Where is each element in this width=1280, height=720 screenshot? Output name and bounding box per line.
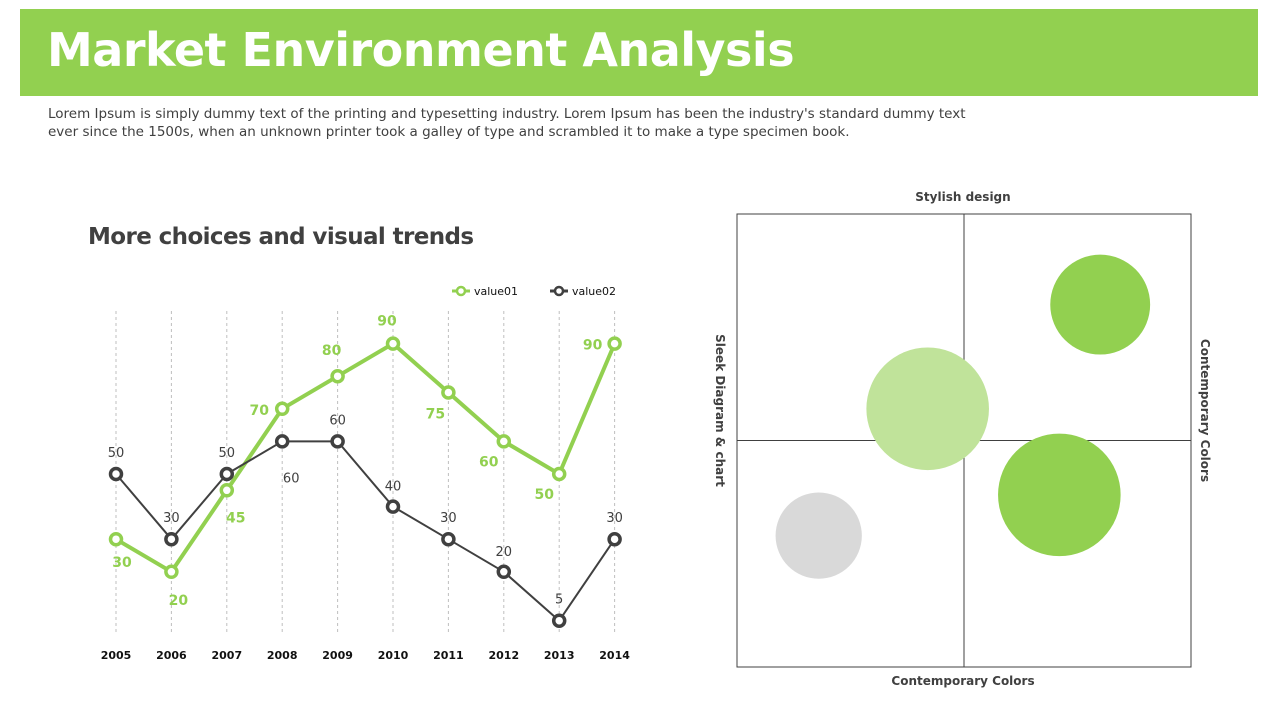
x-tick-label: 2013 bbox=[544, 649, 575, 662]
data-label: 20 bbox=[169, 593, 189, 609]
data-point-value01 bbox=[385, 336, 401, 351]
bubble bbox=[775, 492, 862, 579]
data-point-value01 bbox=[108, 531, 124, 547]
data-point-value02 bbox=[164, 531, 179, 547]
data-point-value02 bbox=[274, 434, 290, 449]
title-banner: Market Environment Analysis bbox=[20, 9, 1258, 96]
data-label: 30 bbox=[163, 511, 180, 526]
data-label: 50 bbox=[534, 487, 554, 503]
page-title: Market Environment Analysis bbox=[47, 23, 795, 77]
data-point-value02 bbox=[330, 434, 345, 449]
x-tick-label: 2005 bbox=[101, 649, 132, 662]
line-chart-title: More choices and visual trends bbox=[88, 224, 474, 250]
bubble bbox=[998, 433, 1121, 557]
x-tick-label: 2011 bbox=[433, 649, 464, 662]
data-label: 5 bbox=[555, 593, 563, 608]
data-label: 30 bbox=[440, 511, 457, 526]
data-label: 75 bbox=[426, 407, 445, 423]
legend-label: value01 bbox=[474, 285, 518, 298]
data-label: 45 bbox=[226, 510, 245, 526]
data-label: 30 bbox=[112, 555, 132, 571]
data-label: 60 bbox=[329, 413, 346, 428]
bubble bbox=[1050, 254, 1151, 355]
quadrant-bottom-label: Contemporary Colors bbox=[891, 674, 1034, 688]
data-point-value01 bbox=[441, 385, 456, 400]
data-point-value02 bbox=[441, 531, 456, 547]
data-label: 40 bbox=[385, 480, 402, 495]
series-line-value01 bbox=[114, 341, 617, 574]
x-tick-label: 2010 bbox=[378, 649, 409, 662]
data-point-value02 bbox=[551, 613, 567, 628]
data-label: 70 bbox=[249, 403, 269, 419]
x-tick-label: 2006 bbox=[156, 649, 187, 662]
quadrant-top-label: Stylish design bbox=[915, 190, 1010, 204]
data-label: 20 bbox=[496, 545, 513, 560]
data-point-value01 bbox=[607, 336, 622, 351]
data-point-value01 bbox=[219, 483, 235, 498]
data-label: 50 bbox=[219, 446, 236, 461]
data-point-value01 bbox=[274, 401, 290, 417]
x-tick-label: 2009 bbox=[322, 649, 353, 662]
data-point-value02 bbox=[496, 564, 512, 580]
legend-item: value01 bbox=[452, 285, 518, 298]
data-label: 50 bbox=[108, 446, 125, 461]
quadrant-bubble-chart: Stylish design Contemporary Colors Sleek D… bbox=[713, 190, 1212, 688]
data-point-value01 bbox=[330, 368, 345, 384]
data-label: 90 bbox=[583, 338, 603, 354]
data-label: 60 bbox=[479, 454, 499, 470]
quadrant-left-label: Sleek Diagram & chart bbox=[713, 334, 727, 487]
data-point-value02 bbox=[607, 531, 622, 547]
bubble bbox=[866, 347, 989, 471]
line-chart: 2005 2006 2007 2008 2009 2010 2011 2012 2013 2014… bbox=[101, 285, 631, 662]
data-label: 30 bbox=[606, 511, 623, 526]
data-label: 80 bbox=[322, 343, 342, 359]
data-label: 60 bbox=[283, 471, 300, 486]
data-point-value01 bbox=[496, 434, 512, 449]
series-line-value02 bbox=[115, 440, 616, 622]
data-point-value02 bbox=[385, 499, 401, 514]
data-point-value02 bbox=[108, 466, 124, 482]
data-point-value01 bbox=[551, 466, 567, 482]
data-label: 90 bbox=[377, 314, 397, 330]
x-tick-label: 2007 bbox=[211, 649, 242, 662]
data-point-value02 bbox=[219, 466, 235, 482]
intro-paragraph: Lorem Ipsum is simply dummy text of the … bbox=[48, 106, 966, 140]
legend-item: value02 bbox=[550, 285, 616, 298]
legend-label: value02 bbox=[572, 285, 616, 298]
data-point-value01 bbox=[164, 564, 179, 580]
x-tick-label: 2012 bbox=[488, 649, 519, 662]
x-tick-label: 2008 bbox=[267, 649, 298, 662]
x-tick-label: 2014 bbox=[599, 649, 630, 662]
quadrant-right-label: Contemporary Colors bbox=[1198, 339, 1212, 482]
